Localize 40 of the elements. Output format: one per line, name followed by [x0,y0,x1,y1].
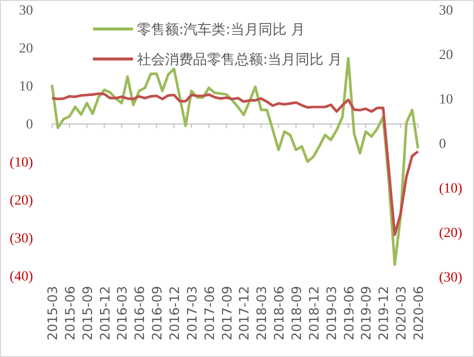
y-tick-label: (30) [10,231,34,246]
x-tick-label: 2019-09 [360,286,375,340]
x-tick-label: 2017-12 [238,286,253,340]
y2-tick-label: 0 [439,136,446,152]
y2-tick-label: (30) [439,270,463,286]
x-tick-label: 2016-03 [116,286,131,340]
y2-tick-label: (20) [439,226,463,241]
y2-tick-label: 20 [439,48,453,63]
x-tick-label: 2018-03 [255,286,270,340]
x-tick-label: 2016-06 [133,286,148,340]
y-tick-label: 30 [19,3,33,18]
x-tick-label: 2017-03 [185,286,200,340]
x-tick-label: 2018-12 [307,286,322,340]
y-tick-label: 0 [26,117,33,132]
line-series [50,92,420,236]
x-tick-label: 2018-09 [290,286,305,340]
legend-label: 零售额:汽车类:当月同比 月 [137,22,305,38]
y-tick-label: (20) [10,193,34,208]
x-tick-label: 2019-12 [377,286,392,340]
x-tick-label: 2019-06 [342,286,358,340]
y-tick-label: (10) [10,155,34,170]
x-tick-label: 2020-03 [394,286,410,340]
x-tick-label: 2015-09 [80,286,96,340]
x-tick-label: 2016-12 [168,286,183,340]
x-tick-label: 2017-06 [202,286,218,340]
y2-tick-label: (10) [439,181,463,196]
y2-tick-label: 10 [439,92,453,108]
x-tick-label: 2015-03 [46,286,61,340]
x-tick-label: 2019-03 [324,286,340,340]
x-tick-label: 2018-06 [272,286,288,340]
x-tick-label: 2017-09 [220,286,236,340]
y-tick-label: (40) [10,269,34,284]
legend-label: 社会消费品零售总额:当月同比 月 [137,52,342,68]
x-tick-label: 2015-06 [63,286,78,340]
y-tick-label: 20 [19,41,33,56]
y-tick-label: 10 [19,79,33,94]
x-tick-label: 2016-09 [150,286,166,340]
y2-tick-label: 30 [439,3,453,18]
x-tick-label: 2015-12 [98,286,114,340]
x-tick-label: 2020-06 [412,286,427,340]
